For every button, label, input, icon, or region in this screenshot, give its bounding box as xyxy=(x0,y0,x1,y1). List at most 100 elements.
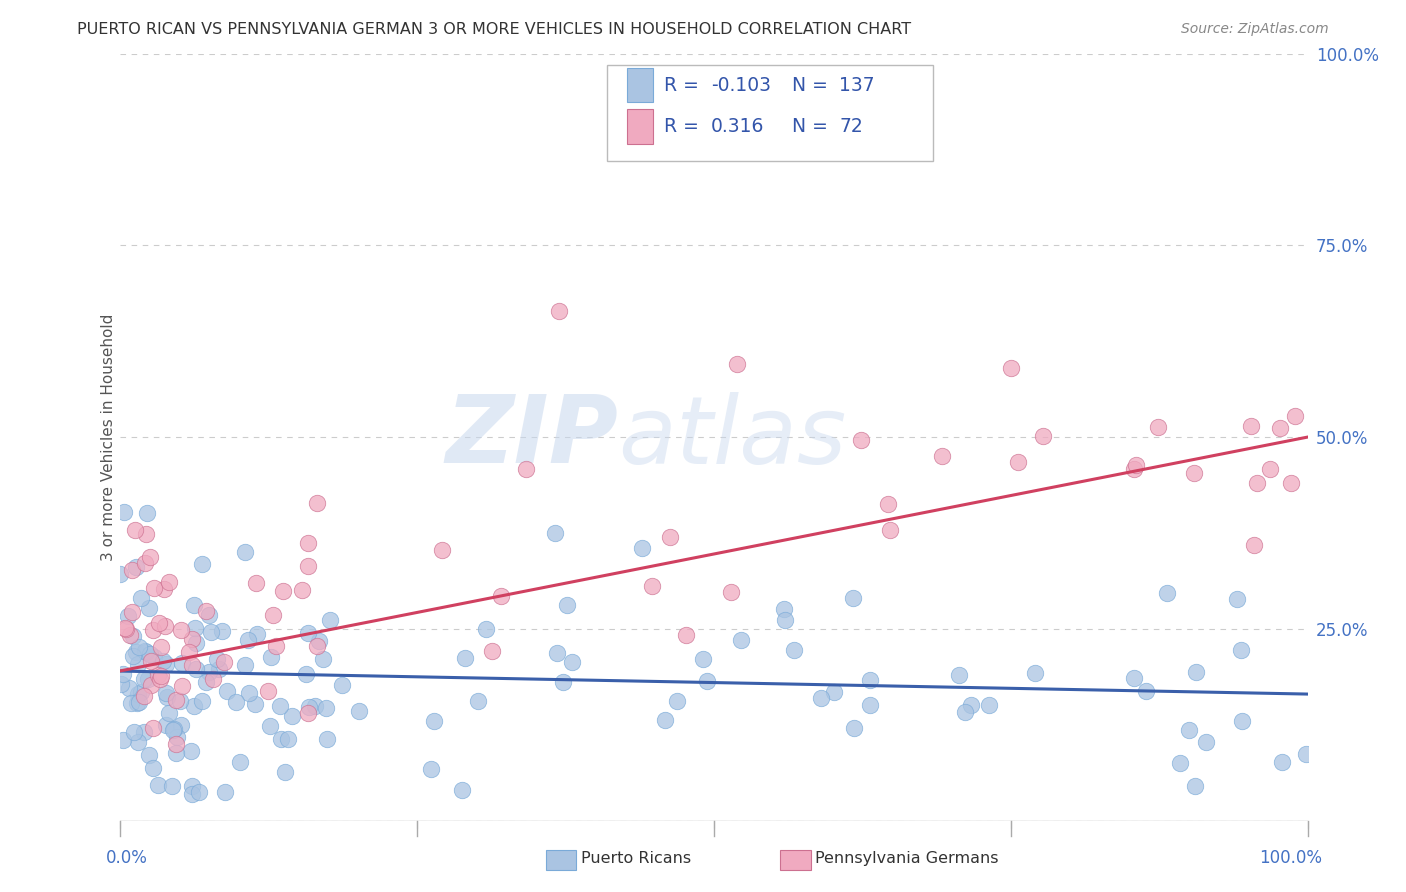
Point xyxy=(330,678,353,692)
Point xyxy=(1295,747,1317,761)
Point xyxy=(121,605,143,619)
Point xyxy=(183,699,205,714)
Point xyxy=(271,584,294,599)
Point xyxy=(191,694,214,708)
Point xyxy=(1230,714,1253,728)
Point xyxy=(214,785,236,799)
Point xyxy=(297,559,319,574)
Y-axis label: 3 or more Vehicles in Household: 3 or more Vehicles in Household xyxy=(101,313,115,561)
Point xyxy=(1007,455,1029,469)
Point xyxy=(641,579,664,593)
Point xyxy=(308,634,330,648)
Text: R =: R = xyxy=(664,117,699,136)
Point xyxy=(1000,361,1022,376)
Point xyxy=(172,679,194,693)
Point xyxy=(842,722,865,736)
Point xyxy=(1032,429,1054,443)
Point xyxy=(419,763,441,777)
Text: N =: N = xyxy=(792,76,828,95)
Point xyxy=(212,655,235,669)
Point xyxy=(127,734,149,748)
Text: ZIP: ZIP xyxy=(446,391,619,483)
Point xyxy=(823,685,845,699)
Bar xyxy=(627,68,652,103)
Point xyxy=(430,542,453,557)
Point xyxy=(312,651,335,665)
Point xyxy=(142,649,165,664)
Point xyxy=(200,624,222,639)
Point xyxy=(319,613,342,627)
Point xyxy=(138,647,160,661)
Point xyxy=(120,696,142,710)
Point xyxy=(1279,475,1302,490)
Point xyxy=(859,698,882,713)
Point xyxy=(810,690,832,705)
Point xyxy=(696,674,718,689)
Point xyxy=(146,778,169,792)
Point xyxy=(183,598,205,612)
Point xyxy=(157,706,180,721)
Point xyxy=(266,639,288,653)
Point xyxy=(170,623,193,637)
Point xyxy=(257,684,280,698)
Point xyxy=(169,694,191,708)
Point xyxy=(132,725,155,739)
Point xyxy=(132,672,155,686)
Point xyxy=(307,639,329,653)
Point xyxy=(631,541,654,556)
Point xyxy=(262,607,284,622)
Point xyxy=(153,582,176,597)
Point xyxy=(879,524,901,538)
Point xyxy=(155,717,177,731)
Point xyxy=(277,731,299,746)
Text: N =: N = xyxy=(792,117,828,136)
Point xyxy=(146,668,169,682)
Point xyxy=(138,747,160,762)
Point xyxy=(849,434,872,448)
Point xyxy=(211,624,233,639)
Point xyxy=(181,632,204,646)
Point xyxy=(170,718,193,732)
Point xyxy=(1195,735,1218,749)
Point xyxy=(160,779,183,793)
Point xyxy=(1226,592,1249,607)
FancyBboxPatch shape xyxy=(606,65,934,161)
Point xyxy=(548,303,571,318)
Point xyxy=(1024,665,1046,680)
Point xyxy=(931,449,953,463)
Point xyxy=(1229,642,1251,657)
Point xyxy=(112,732,135,747)
Point xyxy=(859,673,882,687)
Point xyxy=(114,621,136,635)
Point xyxy=(141,654,163,668)
Point xyxy=(235,658,257,673)
Point xyxy=(139,678,162,692)
Point xyxy=(129,685,152,699)
Point xyxy=(451,783,474,797)
Point xyxy=(1156,586,1178,600)
Point xyxy=(150,669,173,683)
Text: 72: 72 xyxy=(839,117,863,136)
Point xyxy=(191,557,214,571)
Point xyxy=(1178,723,1201,738)
Point xyxy=(163,722,186,736)
Point xyxy=(127,687,149,701)
Point xyxy=(1284,409,1306,424)
Point xyxy=(188,785,211,799)
Point xyxy=(238,633,260,648)
Text: 0.316: 0.316 xyxy=(711,117,765,136)
Point xyxy=(127,697,149,711)
Point xyxy=(948,668,970,682)
Point xyxy=(112,667,135,681)
Point xyxy=(155,657,177,671)
Text: 0.0%: 0.0% xyxy=(105,849,148,867)
Point xyxy=(181,787,204,801)
Point xyxy=(184,636,207,650)
Point xyxy=(269,699,291,714)
Point xyxy=(139,549,162,564)
Point xyxy=(165,737,187,751)
Point xyxy=(1271,755,1294,769)
Point xyxy=(229,755,252,769)
Point xyxy=(561,655,583,669)
Point xyxy=(135,527,157,541)
